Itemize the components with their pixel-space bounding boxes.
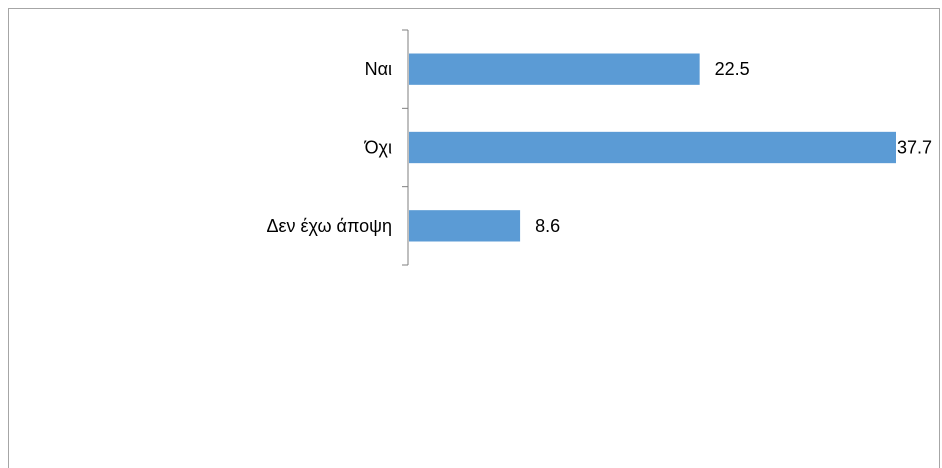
category-label-0: Ναι xyxy=(365,59,392,79)
data-label-0: 22.5 xyxy=(715,59,750,79)
data-label-1: 37.7 xyxy=(897,138,932,158)
category-label-2: Δεν έχω άποψη xyxy=(266,216,392,236)
data-label-2: 8.6 xyxy=(535,216,560,236)
category-label-1: Όχι xyxy=(364,138,392,158)
chart-frame xyxy=(8,8,940,468)
bar-2 xyxy=(409,210,521,242)
bar-0 xyxy=(409,53,700,85)
bar-1 xyxy=(409,131,896,164)
